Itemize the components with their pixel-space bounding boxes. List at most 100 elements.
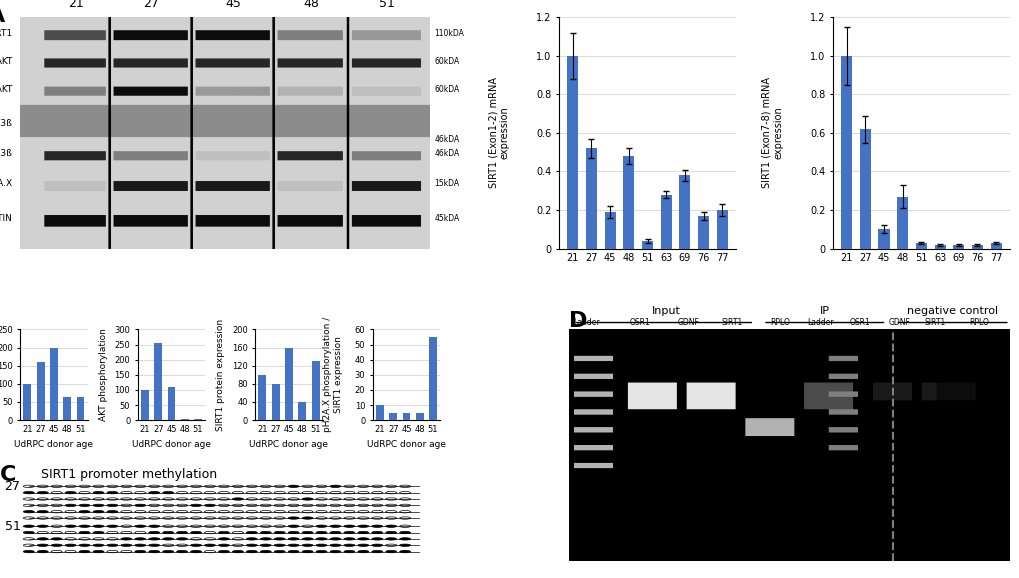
Circle shape: [218, 498, 229, 500]
Circle shape: [79, 485, 90, 487]
Circle shape: [163, 525, 173, 527]
Circle shape: [176, 517, 187, 519]
Circle shape: [51, 510, 62, 513]
Y-axis label: SIRT1 (Exon7-8) mRNA
expression: SIRT1 (Exon7-8) mRNA expression: [761, 77, 783, 188]
Circle shape: [107, 485, 118, 487]
Circle shape: [205, 504, 215, 506]
Circle shape: [218, 517, 229, 519]
Circle shape: [135, 491, 146, 494]
Circle shape: [79, 550, 90, 553]
Bar: [76, 397, 85, 420]
Circle shape: [399, 517, 411, 519]
Circle shape: [330, 504, 340, 506]
Text: 60kDA: 60kDA: [434, 57, 459, 66]
Circle shape: [163, 550, 173, 553]
Circle shape: [65, 498, 76, 500]
Circle shape: [330, 510, 340, 513]
Circle shape: [149, 498, 160, 500]
Circle shape: [149, 531, 160, 533]
Bar: [915, 243, 926, 249]
Circle shape: [218, 550, 229, 553]
Circle shape: [191, 504, 202, 506]
Circle shape: [135, 550, 146, 553]
Circle shape: [274, 550, 285, 553]
Bar: [154, 343, 162, 420]
Circle shape: [23, 510, 35, 513]
Bar: [971, 244, 982, 249]
Text: Ladder: Ladder: [573, 318, 599, 327]
Circle shape: [316, 544, 327, 546]
Circle shape: [93, 510, 104, 513]
Circle shape: [343, 531, 355, 533]
Circle shape: [23, 491, 35, 494]
Circle shape: [191, 498, 202, 500]
Circle shape: [232, 544, 244, 546]
Circle shape: [218, 525, 229, 527]
Circle shape: [121, 544, 131, 546]
Bar: [933, 244, 945, 249]
Circle shape: [358, 544, 369, 546]
Circle shape: [79, 517, 90, 519]
Bar: [311, 361, 319, 420]
Bar: [897, 197, 908, 249]
Circle shape: [232, 510, 244, 513]
Circle shape: [163, 504, 173, 506]
Circle shape: [385, 504, 396, 506]
Circle shape: [107, 538, 118, 540]
Circle shape: [218, 491, 229, 494]
Circle shape: [65, 550, 76, 553]
Circle shape: [232, 517, 244, 519]
Circle shape: [38, 531, 48, 533]
Circle shape: [218, 544, 229, 546]
Circle shape: [247, 504, 257, 506]
Circle shape: [176, 498, 187, 500]
Circle shape: [51, 491, 62, 494]
Bar: [953, 244, 963, 249]
Circle shape: [205, 485, 215, 487]
Circle shape: [191, 510, 202, 513]
Bar: [37, 362, 45, 420]
Circle shape: [302, 544, 313, 546]
Circle shape: [260, 491, 271, 494]
Circle shape: [288, 485, 299, 487]
Circle shape: [358, 504, 369, 506]
Text: 21: 21: [68, 0, 84, 10]
Circle shape: [372, 498, 382, 500]
Circle shape: [51, 544, 62, 546]
Circle shape: [163, 544, 173, 546]
Circle shape: [288, 525, 299, 527]
Circle shape: [274, 544, 285, 546]
Circle shape: [302, 531, 313, 533]
Circle shape: [121, 550, 131, 553]
Circle shape: [135, 498, 146, 500]
Circle shape: [65, 525, 76, 527]
Circle shape: [358, 485, 369, 487]
Circle shape: [93, 525, 104, 527]
Circle shape: [51, 485, 62, 487]
Circle shape: [288, 498, 299, 500]
Text: A: A: [0, 6, 5, 26]
Circle shape: [372, 485, 382, 487]
Circle shape: [247, 525, 257, 527]
Circle shape: [399, 491, 411, 494]
Circle shape: [358, 538, 369, 540]
Circle shape: [107, 531, 118, 533]
Circle shape: [385, 544, 396, 546]
Text: pGSK3ß: pGSK3ß: [0, 149, 12, 158]
Circle shape: [205, 544, 215, 546]
Circle shape: [135, 525, 146, 527]
Text: 48: 48: [303, 0, 319, 10]
Circle shape: [149, 550, 160, 553]
Circle shape: [358, 510, 369, 513]
Circle shape: [247, 538, 257, 540]
Circle shape: [218, 485, 229, 487]
Circle shape: [288, 504, 299, 506]
Circle shape: [191, 544, 202, 546]
X-axis label: UdRPC donor age: UdRPC donor age: [250, 439, 328, 449]
Circle shape: [358, 517, 369, 519]
Text: pH2A.X: pH2A.X: [0, 179, 12, 188]
Circle shape: [316, 517, 327, 519]
Circle shape: [358, 491, 369, 494]
Text: SIRT1 promoter methylation: SIRT1 promoter methylation: [42, 468, 217, 481]
Circle shape: [191, 525, 202, 527]
